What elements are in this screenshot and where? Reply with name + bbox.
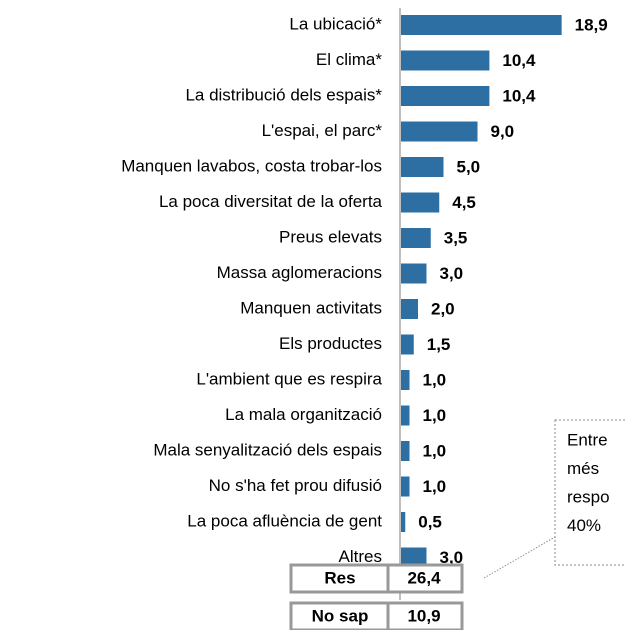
value-label: 3,5 xyxy=(444,228,468,247)
summary-value: 10,9 xyxy=(407,606,440,625)
category-label: Manquen lavabos, costa trobar-los xyxy=(121,156,382,175)
summary-box xyxy=(289,601,464,630)
bar xyxy=(401,157,444,177)
bar xyxy=(401,405,410,426)
value-label: 18,9 xyxy=(575,15,608,34)
bar xyxy=(401,192,440,213)
bar xyxy=(401,86,490,106)
category-label: La poca diversitat de la oferta xyxy=(159,192,383,211)
category-label: Preus elevats xyxy=(279,227,382,246)
category-label: La mala organització xyxy=(225,405,382,424)
summary-value: 26,4 xyxy=(407,568,441,587)
category-label: El clima* xyxy=(316,50,383,69)
bar xyxy=(401,334,414,355)
bar xyxy=(401,50,490,71)
value-label: 2,0 xyxy=(431,299,455,318)
category-label: Manquen activitats xyxy=(240,298,382,317)
value-label: 9,0 xyxy=(491,122,515,141)
callout-box xyxy=(554,419,626,566)
category-label: La distribució dels espais* xyxy=(185,85,382,104)
bar xyxy=(401,370,410,390)
bar xyxy=(401,441,410,461)
value-label: 4,5 xyxy=(452,193,476,212)
value-label: 0,5 xyxy=(418,512,442,531)
category-label: L'espai, el parc* xyxy=(262,121,383,140)
value-label: 10,4 xyxy=(502,51,536,70)
summary-label: Res xyxy=(324,568,355,587)
summary-label: No sap xyxy=(312,606,369,625)
value-label: 1,0 xyxy=(423,477,447,496)
bar xyxy=(401,15,562,35)
summary-box xyxy=(289,563,464,594)
bar xyxy=(401,121,478,142)
callout-pointer xyxy=(483,536,556,579)
callout-text: 40% xyxy=(567,516,601,535)
bar xyxy=(401,512,406,532)
category-label: Els productes xyxy=(279,334,382,353)
bar xyxy=(401,476,410,497)
callout-text: Entre xyxy=(567,430,608,449)
value-label: 10,4 xyxy=(502,86,536,105)
value-label: 1,0 xyxy=(423,441,447,460)
value-label: 3,0 xyxy=(440,264,464,283)
category-label: No s'ha fet prou difusió xyxy=(209,476,382,495)
value-label: 3,0 xyxy=(440,548,464,567)
bar xyxy=(401,228,431,248)
bar xyxy=(401,299,418,319)
callout-text: respo xyxy=(567,487,610,506)
category-label: Altres xyxy=(339,547,382,566)
value-label: 5,0 xyxy=(457,157,481,176)
value-label: 1,0 xyxy=(423,406,447,425)
category-label: La poca afluència de gent xyxy=(187,511,382,530)
value-label: 1,0 xyxy=(423,370,447,389)
category-label: L'ambient que es respira xyxy=(196,369,382,388)
category-label: Mala senyalització dels espais xyxy=(153,440,382,459)
category-label: La ubicació* xyxy=(289,14,382,33)
value-label: 1,5 xyxy=(427,335,451,354)
callout-text: més xyxy=(567,459,599,478)
bar xyxy=(401,263,427,284)
category-label: Massa aglomeracions xyxy=(217,263,382,282)
bar xyxy=(401,547,427,568)
